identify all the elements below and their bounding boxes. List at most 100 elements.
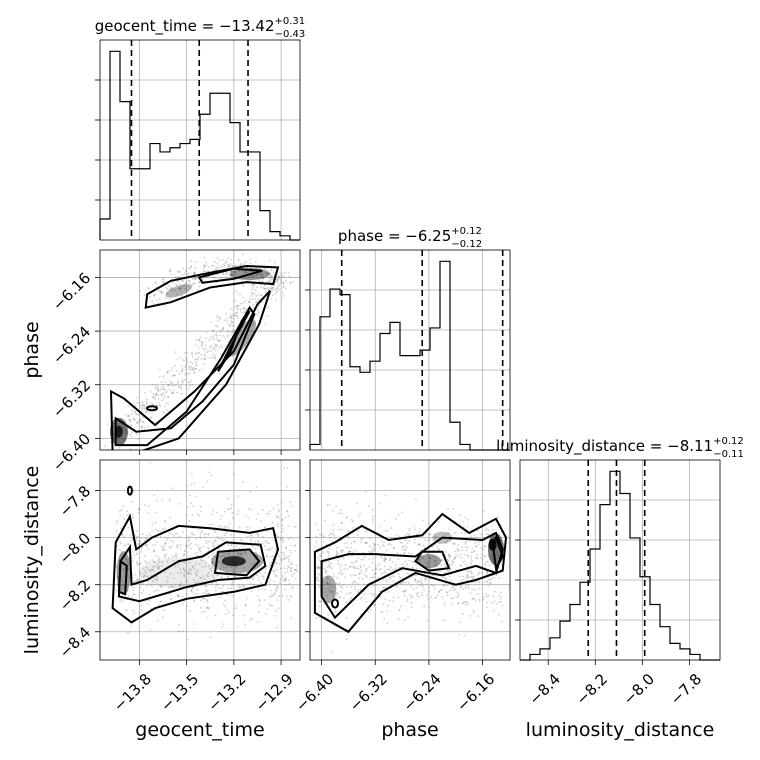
- sample-point: [321, 534, 324, 537]
- sample-point: [278, 275, 281, 278]
- sample-point: [368, 545, 371, 548]
- sample-point: [198, 351, 200, 354]
- sample-point: [341, 512, 343, 515]
- sample-point: [360, 569, 362, 572]
- sample-point: [208, 346, 211, 348]
- sample-point: [163, 388, 166, 391]
- sample-point: [383, 545, 386, 547]
- sample-point: [260, 587, 263, 590]
- sample-point: [251, 283, 254, 286]
- sample-point: [166, 372, 169, 375]
- sample-point: [190, 572, 192, 575]
- sample-point: [226, 317, 229, 320]
- axes-frame: [309, 249, 511, 451]
- sample-point: [197, 356, 200, 359]
- sample-point: [260, 294, 263, 297]
- sample-point: [243, 572, 246, 575]
- sample-point: [158, 558, 161, 561]
- sample-point: [175, 276, 177, 279]
- sample-point: [259, 272, 262, 274]
- sample-point: [212, 574, 215, 577]
- sample-point: [204, 559, 207, 562]
- sample-point: [434, 570, 437, 573]
- sample-point: [365, 574, 368, 577]
- sample-point: [246, 528, 249, 531]
- sample-point: [187, 272, 190, 275]
- density-cell: [114, 425, 123, 438]
- sample-point: [327, 614, 330, 616]
- sample-point: [196, 571, 199, 573]
- sample-point: [172, 535, 175, 537]
- sample-point: [273, 580, 275, 583]
- contour-line: [126, 485, 133, 496]
- sample-point: [435, 535, 437, 538]
- sample-point: [231, 512, 234, 514]
- sample-point: [339, 596, 342, 599]
- sample-point: [202, 591, 205, 594]
- sample-point: [261, 535, 264, 538]
- sample-point: [291, 575, 294, 578]
- sample-point: [251, 564, 254, 566]
- sample-point: [372, 546, 375, 549]
- sample-point: [170, 392, 173, 395]
- sample-point: [240, 553, 243, 555]
- sample-point: [164, 519, 167, 522]
- sample-point: [294, 525, 297, 528]
- y-tick-label: −8.2: [56, 576, 94, 614]
- sample-point: [272, 569, 275, 572]
- sample-point: [153, 397, 155, 399]
- sample-point: [228, 325, 231, 327]
- sample-point: [252, 306, 255, 309]
- sample-point: [272, 294, 274, 297]
- sample-point: [203, 349, 206, 352]
- sample-point: [132, 593, 135, 595]
- sample-point: [317, 567, 320, 569]
- sample-point: [418, 543, 421, 545]
- sample-point: [187, 381, 190, 384]
- sample-point: [171, 381, 174, 384]
- contour-line: [331, 598, 340, 609]
- sample-point: [203, 577, 206, 580]
- sample-point: [188, 372, 191, 375]
- sample-point: [341, 556, 343, 559]
- sample-point: [467, 570, 470, 573]
- sample-point: [250, 538, 253, 541]
- sample-point: [205, 585, 208, 588]
- sample-point: [205, 331, 208, 334]
- sample-point: [446, 594, 449, 597]
- sample-point: [276, 288, 279, 291]
- sample-point: [482, 548, 485, 551]
- sample-point: [497, 516, 499, 519]
- sample-point: [420, 582, 423, 585]
- sample-point: [456, 591, 459, 594]
- sample-point: [218, 259, 221, 262]
- sample-point: [181, 367, 184, 370]
- sample-point: [363, 583, 365, 586]
- x-tick-label: −6.32: [346, 670, 391, 715]
- sample-point: [419, 544, 421, 546]
- sample-point: [216, 535, 219, 538]
- sample-point: [145, 545, 147, 547]
- sample-point: [183, 272, 186, 275]
- sample-point: [202, 363, 205, 365]
- sample-point: [149, 560, 151, 563]
- sample-point: [222, 272, 225, 275]
- sample-point: [425, 553, 428, 556]
- sample-point: [177, 386, 180, 389]
- sample-point: [354, 586, 357, 588]
- sample-point: [178, 275, 181, 278]
- sample-point: [348, 551, 350, 554]
- sample-point: [370, 550, 373, 553]
- sample-point: [242, 311, 245, 314]
- sample-point: [244, 603, 247, 606]
- sample-point: [183, 573, 186, 575]
- sample-point: [248, 276, 250, 279]
- sample-point: [205, 337, 207, 340]
- sample-point: [265, 287, 268, 290]
- sample-point: [141, 410, 143, 413]
- sample-point: [250, 590, 253, 592]
- sample-point: [166, 409, 169, 411]
- sample-point: [267, 270, 270, 273]
- sample-point: [275, 292, 277, 295]
- sample-point: [469, 592, 472, 595]
